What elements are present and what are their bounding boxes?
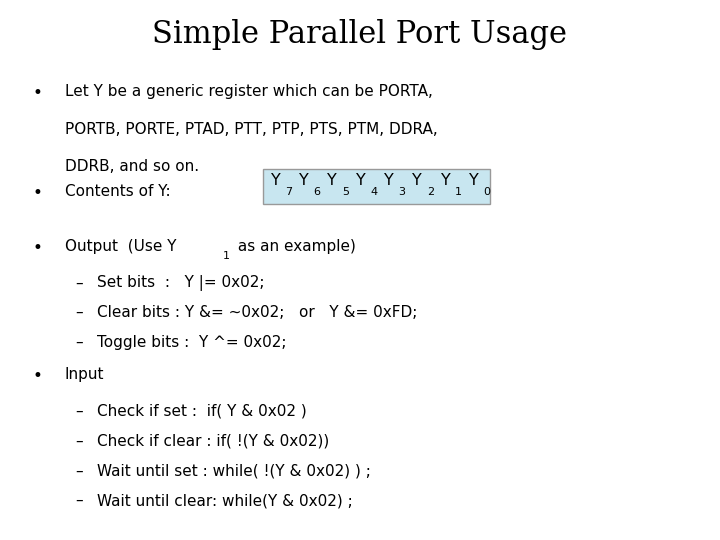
Text: Check if clear : if( !(Y & 0x02)): Check if clear : if( !(Y & 0x02)) xyxy=(97,434,330,449)
Text: Clear bits : Y &= ~0x02;   or   Y &= 0xFD;: Clear bits : Y &= ~0x02; or Y &= 0xFD; xyxy=(97,305,418,320)
FancyBboxPatch shape xyxy=(263,168,490,204)
Text: Y: Y xyxy=(441,173,451,188)
Text: Simple Parallel Port Usage: Simple Parallel Port Usage xyxy=(153,19,567,50)
Text: 0: 0 xyxy=(483,187,490,197)
Text: 2: 2 xyxy=(427,187,434,197)
Text: Y: Y xyxy=(413,173,422,188)
Text: 7: 7 xyxy=(285,187,292,197)
Text: PORTB, PORTE, PTAD, PTT, PTP, PTS, PTM, DDRA,: PORTB, PORTE, PTAD, PTT, PTP, PTS, PTM, … xyxy=(65,122,438,137)
Text: Contents of Y:: Contents of Y: xyxy=(65,184,171,199)
Text: Toggle bits :  Y ^= 0x02;: Toggle bits : Y ^= 0x02; xyxy=(97,335,287,350)
Text: –: – xyxy=(76,275,84,291)
Text: –: – xyxy=(76,404,84,419)
Text: 5: 5 xyxy=(342,187,348,197)
Text: Y: Y xyxy=(299,173,309,188)
Text: –: – xyxy=(76,463,84,478)
Text: •: • xyxy=(32,239,42,256)
Text: •: • xyxy=(32,84,42,102)
Text: as an example): as an example) xyxy=(233,239,356,254)
Text: Y: Y xyxy=(469,173,479,188)
Text: –: – xyxy=(76,493,84,508)
Text: 4: 4 xyxy=(370,187,377,197)
Text: 6: 6 xyxy=(313,187,320,197)
Text: Output  (Use Y: Output (Use Y xyxy=(65,239,176,254)
Text: Wait until clear: while(Y & 0x02) ;: Wait until clear: while(Y & 0x02) ; xyxy=(97,493,353,508)
Text: Y: Y xyxy=(271,173,280,188)
Text: Set bits  :   Y |= 0x02;: Set bits : Y |= 0x02; xyxy=(97,275,265,292)
Text: Y: Y xyxy=(328,173,337,188)
Text: DDRB, and so on.: DDRB, and so on. xyxy=(65,159,199,174)
Text: Let Y be a generic register which can be PORTA,: Let Y be a generic register which can be… xyxy=(65,84,433,99)
Text: –: – xyxy=(76,305,84,320)
Text: Y: Y xyxy=(356,173,366,188)
Text: –: – xyxy=(76,434,84,449)
Text: •: • xyxy=(32,367,42,385)
Text: 1: 1 xyxy=(455,187,462,197)
Text: –: – xyxy=(76,335,84,350)
Text: Y: Y xyxy=(384,173,394,188)
Text: 1: 1 xyxy=(223,251,230,261)
Text: 3: 3 xyxy=(398,187,405,197)
Text: Input: Input xyxy=(65,367,104,382)
Text: •: • xyxy=(32,184,42,201)
Text: Wait until set : while( !(Y & 0x02) ) ;: Wait until set : while( !(Y & 0x02) ) ; xyxy=(97,463,371,478)
Text: Check if set :  if( Y & 0x02 ): Check if set : if( Y & 0x02 ) xyxy=(97,404,307,419)
